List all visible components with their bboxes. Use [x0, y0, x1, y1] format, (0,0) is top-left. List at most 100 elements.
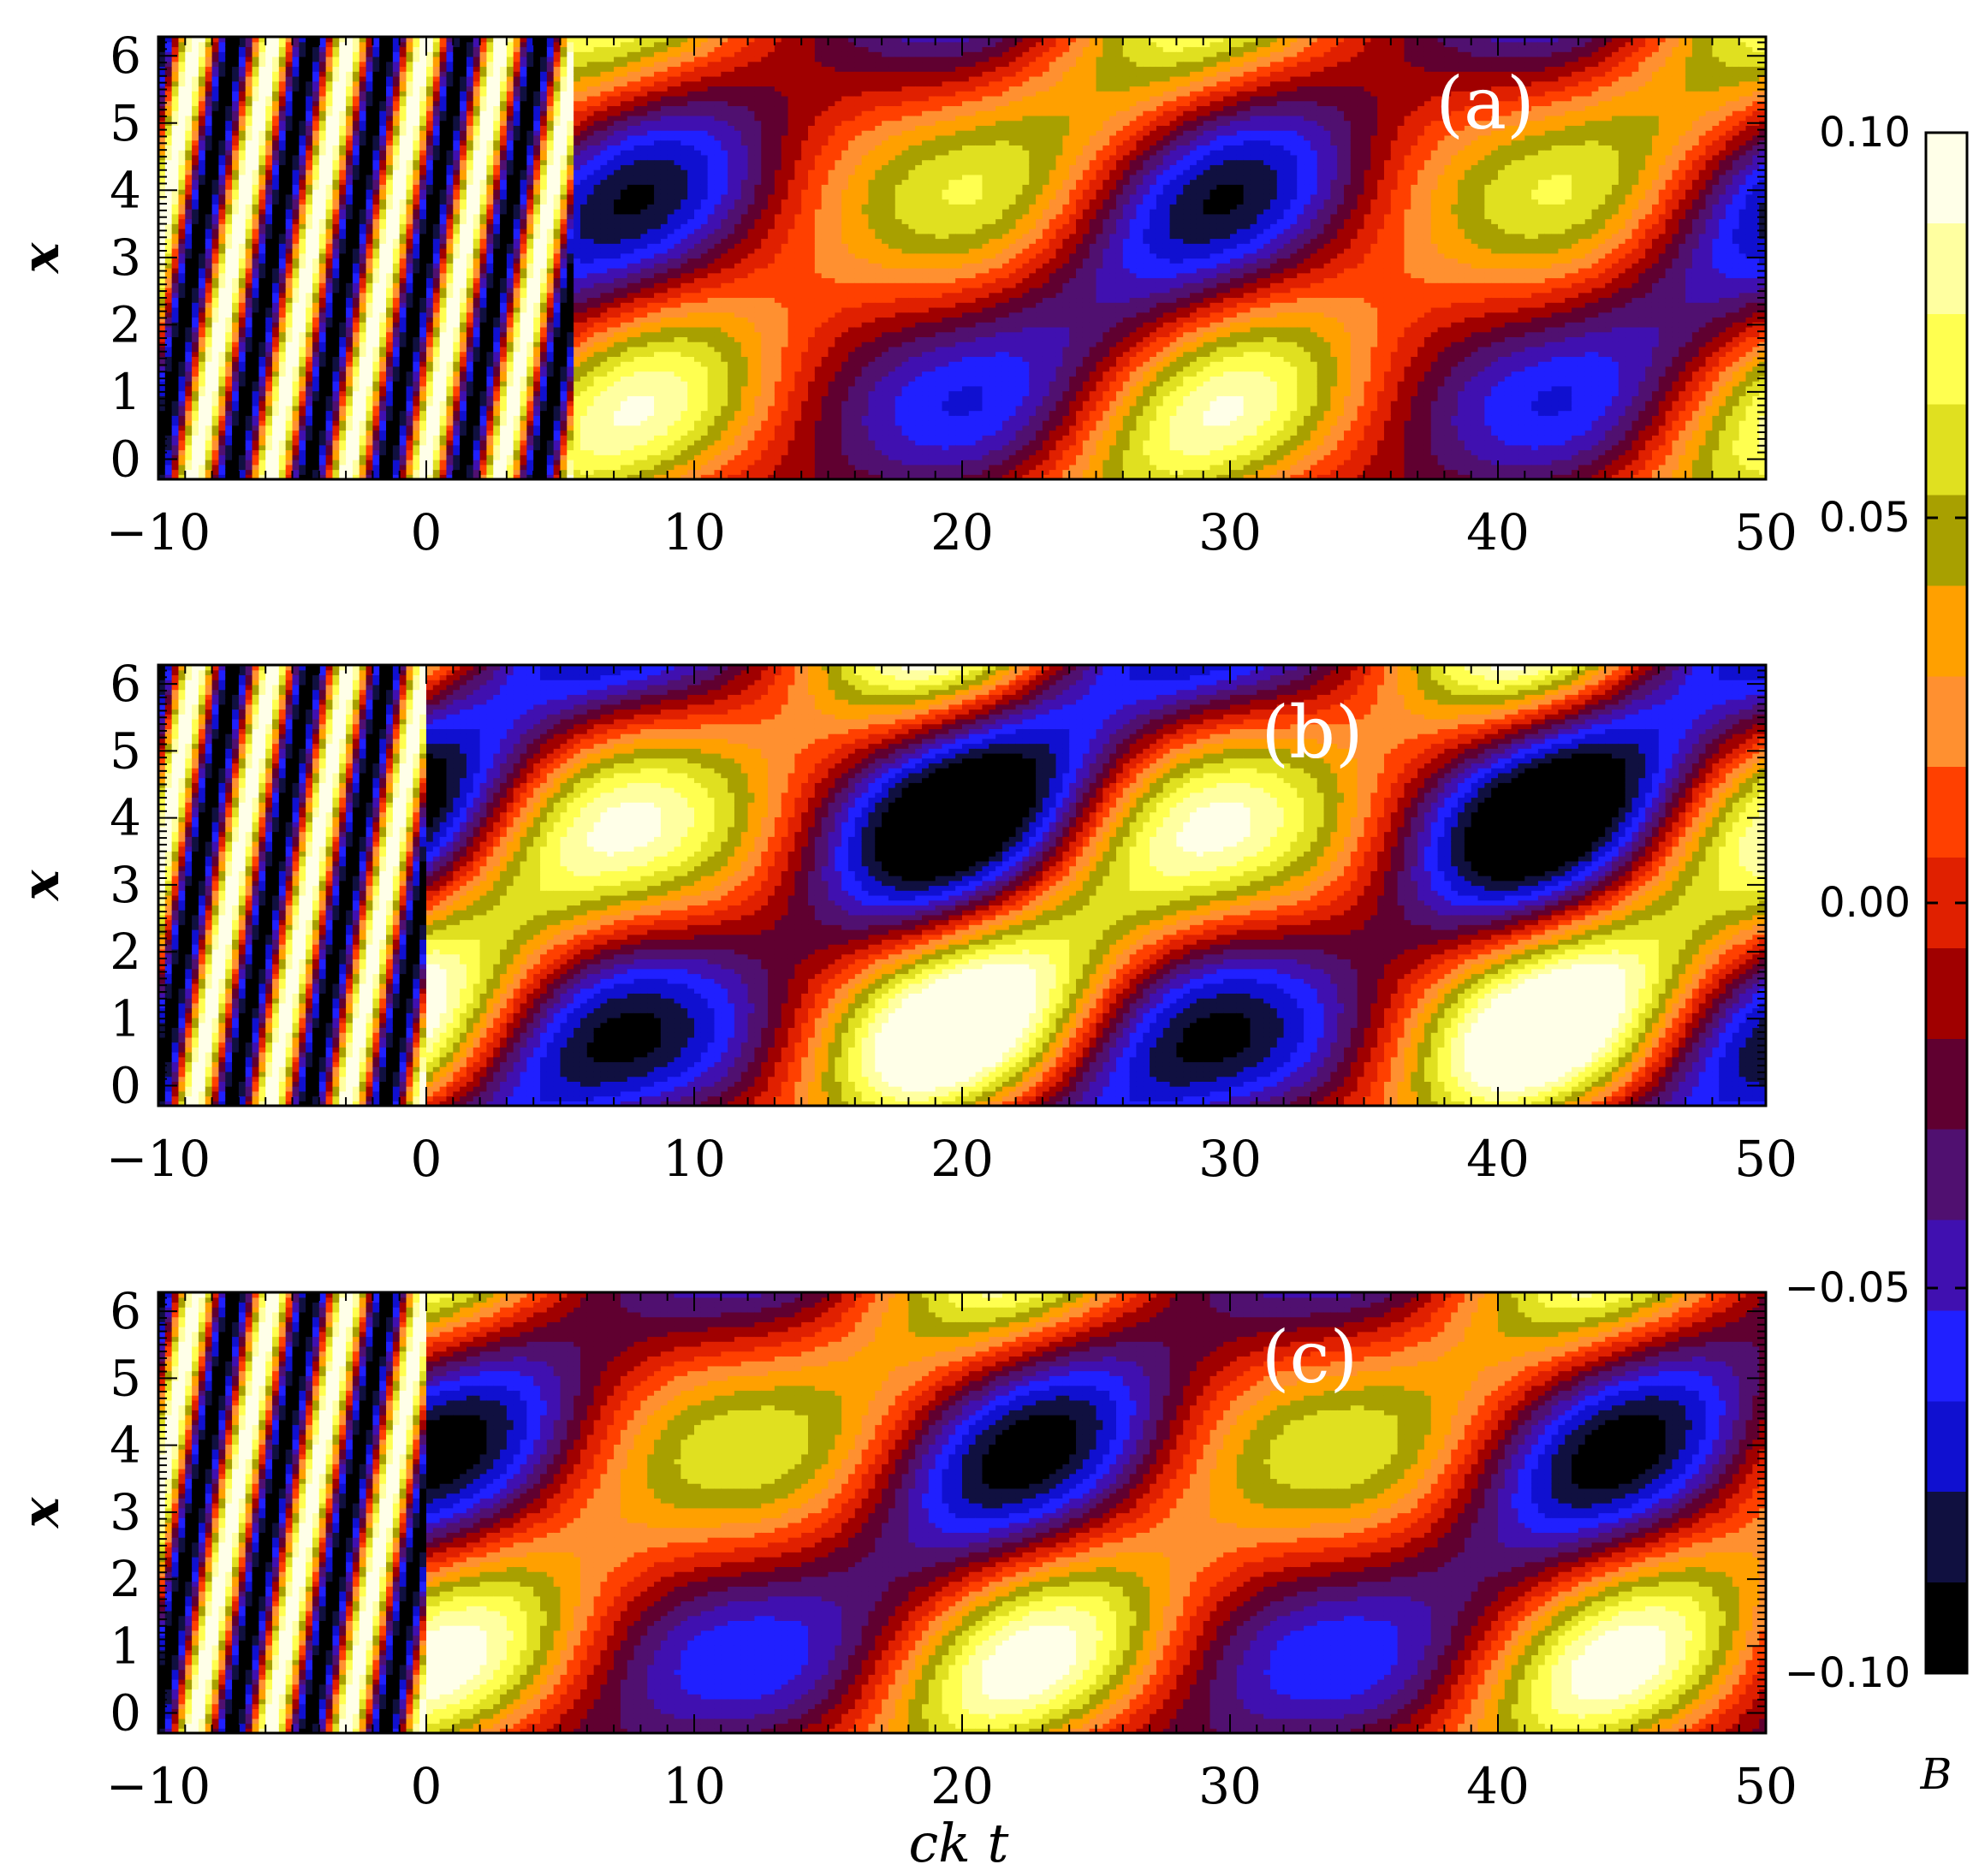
- heatmap-cell: [218, 347, 225, 352]
- heatmap-cell: [440, 164, 447, 169]
- heatmap-cell: [480, 454, 487, 460]
- heatmap-cell: [225, 155, 232, 160]
- heatmap-cell: [192, 116, 199, 121]
- heatmap-cell: [493, 229, 500, 234]
- heatmap-cell: [372, 395, 379, 401]
- heatmap-cell: [453, 110, 460, 116]
- heatmap-cell: [239, 268, 246, 273]
- heatmap-cell: [386, 293, 393, 298]
- heatmap-cell: [473, 420, 480, 425]
- heatmap-cell: [312, 239, 319, 244]
- heatmap-cell: [386, 175, 393, 180]
- heatmap-cell: [379, 282, 386, 288]
- heatmap-cell: [426, 347, 433, 352]
- heatmap-cell: [360, 307, 366, 312]
- heatmap-cell: [279, 371, 286, 377]
- heatmap-cell: [185, 101, 192, 106]
- heatmap-cell: [433, 125, 440, 130]
- heatmap-cell: [192, 223, 199, 229]
- heatmap-cell: [246, 243, 253, 248]
- heatmap-cell: [199, 86, 205, 91]
- heatmap-cell: [293, 81, 300, 86]
- heatmap-cell: [480, 194, 487, 199]
- heatmap-cell: [212, 125, 219, 130]
- heatmap-cell: [225, 317, 232, 322]
- heatmap-cell: [185, 214, 192, 219]
- heatmap-cell: [514, 243, 520, 248]
- heatmap-cell: [353, 42, 360, 47]
- heatmap-cell: [467, 239, 473, 244]
- heatmap-cell: [386, 406, 393, 411]
- heatmap-cell: [306, 56, 312, 62]
- heatmap-cell: [507, 430, 514, 436]
- heatmap-cell: [486, 258, 493, 264]
- heatmap-cell: [500, 277, 507, 282]
- heatmap-cell: [353, 145, 360, 150]
- heatmap-cell: [279, 164, 286, 169]
- heatmap-cell: [473, 46, 480, 51]
- heatmap-cell: [185, 91, 192, 96]
- heatmap-cell: [178, 81, 185, 86]
- heatmap-cell: [178, 91, 185, 96]
- heatmap-cell: [372, 125, 379, 130]
- heatmap-cell: [514, 66, 520, 71]
- heatmap-cell: [426, 366, 433, 371]
- heatmap-cell: [433, 406, 440, 411]
- heatmap-cell: [306, 184, 312, 189]
- heatmap-cell: [172, 81, 179, 86]
- heatmap-cell: [178, 460, 185, 465]
- heatmap-cell: [178, 204, 185, 209]
- heatmap-cell: [486, 381, 493, 386]
- heatmap-cell: [185, 184, 192, 189]
- heatmap-cell: [205, 395, 212, 401]
- heatmap-cell: [239, 391, 246, 396]
- heatmap-cell: [306, 66, 312, 71]
- heatmap-cell: [507, 66, 514, 71]
- heatmap-cell: [218, 219, 225, 224]
- heatmap-cell: [426, 101, 433, 106]
- heatmap-cell: [366, 125, 373, 130]
- heatmap-cell: [225, 425, 232, 430]
- heatmap-cell: [507, 336, 514, 341]
- heatmap-cell: [393, 376, 400, 381]
- heatmap-cell: [467, 288, 473, 293]
- heatmap-cell: [473, 336, 480, 341]
- heatmap-cell: [393, 164, 400, 169]
- heatmap-cell: [520, 223, 527, 229]
- heatmap-cell: [453, 71, 460, 76]
- heatmap-cell: [353, 470, 360, 475]
- heatmap-cell: [393, 302, 400, 307]
- heatmap-cell: [366, 194, 373, 199]
- heatmap-cell: [433, 332, 440, 337]
- heatmap-cell: [453, 223, 460, 229]
- heatmap-cell: [440, 282, 447, 288]
- heatmap-cell: [332, 169, 339, 175]
- heatmap-cell: [379, 116, 386, 121]
- heatmap-cell: [353, 450, 360, 455]
- heatmap-cell: [360, 420, 366, 425]
- heatmap-cell: [332, 352, 339, 357]
- heatmap-cell: [326, 336, 333, 341]
- heatmap-cell: [467, 356, 473, 361]
- heatmap-cell: [507, 277, 514, 282]
- heatmap-cell: [480, 96, 487, 101]
- heatmap-cell: [460, 366, 467, 371]
- heatmap-cell: [192, 445, 199, 450]
- heatmap-cell: [486, 194, 493, 199]
- heatmap-cell: [246, 135, 253, 140]
- heatmap-cell: [286, 135, 293, 140]
- heatmap-cell: [467, 150, 473, 155]
- heatmap-cell: [205, 454, 212, 460]
- heatmap-cell: [312, 347, 319, 352]
- heatmap-cell: [480, 56, 487, 62]
- heatmap-cell: [265, 273, 272, 278]
- heatmap-cell: [199, 56, 205, 62]
- heatmap-cell: [259, 282, 265, 288]
- heatmap-cell: [312, 164, 319, 169]
- heatmap-cell: [379, 361, 386, 366]
- heatmap-cell: [312, 440, 319, 445]
- heatmap-cell: [339, 465, 346, 470]
- heatmap-cell: [212, 66, 219, 71]
- heatmap-cell: [272, 341, 279, 347]
- heatmap-cell: [433, 381, 440, 386]
